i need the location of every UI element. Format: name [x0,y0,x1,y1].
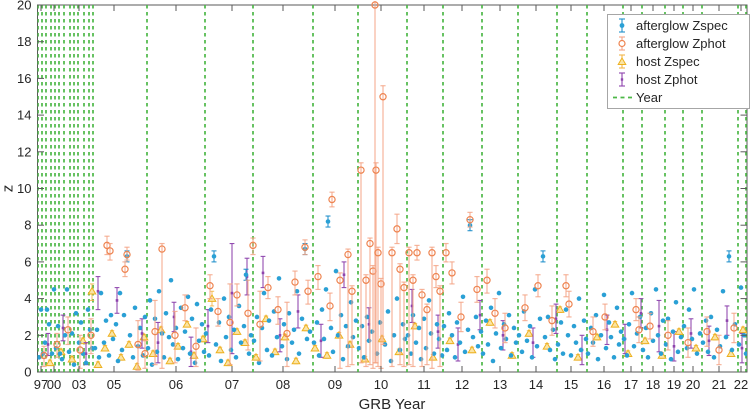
x-tick-label: 10 [374,377,388,392]
x-tick-label: 16 [597,377,611,392]
legend-item-host-zphot: host Zphot [608,71,749,88]
x-axis-label: GRB Year [358,396,426,413]
y-tick-label: 0 [24,365,31,380]
x-tick-label: 14 [529,377,543,392]
x-tick-label: 12 [455,377,469,392]
legend-label: Year [636,89,663,105]
legend-item-year: Year [608,89,749,106]
x-tick-label: 15 [564,377,578,392]
legend: afterglow Zspec afterglow Zphot host Zsp… [607,14,750,109]
x-tick-label: 97 [34,377,48,392]
x-tick-label: 19 [667,377,681,392]
year-line-icon [608,89,636,106]
year-boundary-lines [37,5,747,372]
series-host-zphot [45,243,745,368]
x-tick-label: 05 [107,377,121,392]
legend-item-afterglow-zspec: afterglow Zspec [608,17,749,34]
afterglow-zphot-marker-icon [608,35,636,52]
x-tick-label: 06 [169,377,183,392]
host-zspec-marker-icon [608,53,636,70]
x-tick-label: 21 [712,377,726,392]
x-tick-label: 13 [493,377,507,392]
host-zphot-marker-icon [608,71,636,88]
y-axis-label: z [0,184,17,193]
series-afterglow-zphot [40,1,738,371]
x-tick-label: 17 [624,377,638,392]
y-tick-label: 20 [17,0,31,13]
y-tick-label: 2 [24,328,31,343]
x-tick-label: 03 [72,377,86,392]
x-tick-label: 08 [276,377,290,392]
y-tick-label: 6 [24,254,31,269]
x-tick-label: 07 [225,377,239,392]
x-tick-label: 11 [417,377,431,392]
x-tick-label: 00 [47,377,61,392]
x-tick-label: 22 [734,377,748,392]
plot-area [37,1,747,372]
y-tick-label: 12 [17,144,31,159]
legend-item-afterglow-zphot: afterglow Zphot [608,35,749,52]
y-tick-label: 8 [24,218,31,233]
y-tick-label: 16 [17,71,31,86]
legend-label: host Zspec [636,53,700,69]
afterglow-zspec-marker-icon [608,17,636,34]
y-tick-label: 18 [17,34,31,49]
legend-label: afterglow Zspec [636,18,728,34]
legend-label: afterglow Zphot [636,36,726,52]
legend-label: host Zphot [636,71,698,87]
x-tick-label: 20 [686,377,700,392]
x-tick-label: 18 [646,377,660,392]
y-tick-label: 14 [17,108,31,123]
x-tick-label: 09 [328,377,342,392]
legend-item-host-zspec: host Zspec [608,53,749,70]
y-tick-label: 4 [24,291,31,306]
y-tick-label: 10 [17,181,31,196]
